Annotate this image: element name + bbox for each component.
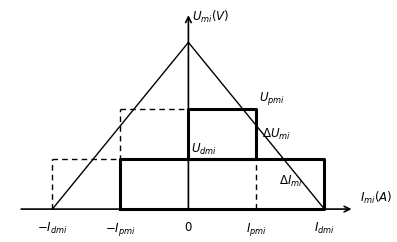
Text: $I_{pmi}$: $I_{pmi}$ (246, 221, 267, 238)
Text: $U_{mi}(V)$: $U_{mi}(V)$ (193, 9, 230, 25)
Text: $0$: $0$ (184, 221, 193, 234)
Text: $-I_{pmi}$: $-I_{pmi}$ (105, 221, 136, 238)
Text: $\Delta I_{mi}$: $\Delta I_{mi}$ (279, 174, 302, 189)
Text: $U_{pmi}$: $U_{pmi}$ (259, 91, 285, 107)
Text: $-I_{dmi}$: $-I_{dmi}$ (37, 221, 68, 236)
Text: $U_{dmi}$: $U_{dmi}$ (191, 142, 217, 157)
Text: $I_{mi}(A)$: $I_{mi}(A)$ (360, 190, 392, 206)
Text: $I_{dmi}$: $I_{dmi}$ (314, 221, 335, 236)
Text: $\Delta U_{mi}$: $\Delta U_{mi}$ (262, 127, 291, 142)
